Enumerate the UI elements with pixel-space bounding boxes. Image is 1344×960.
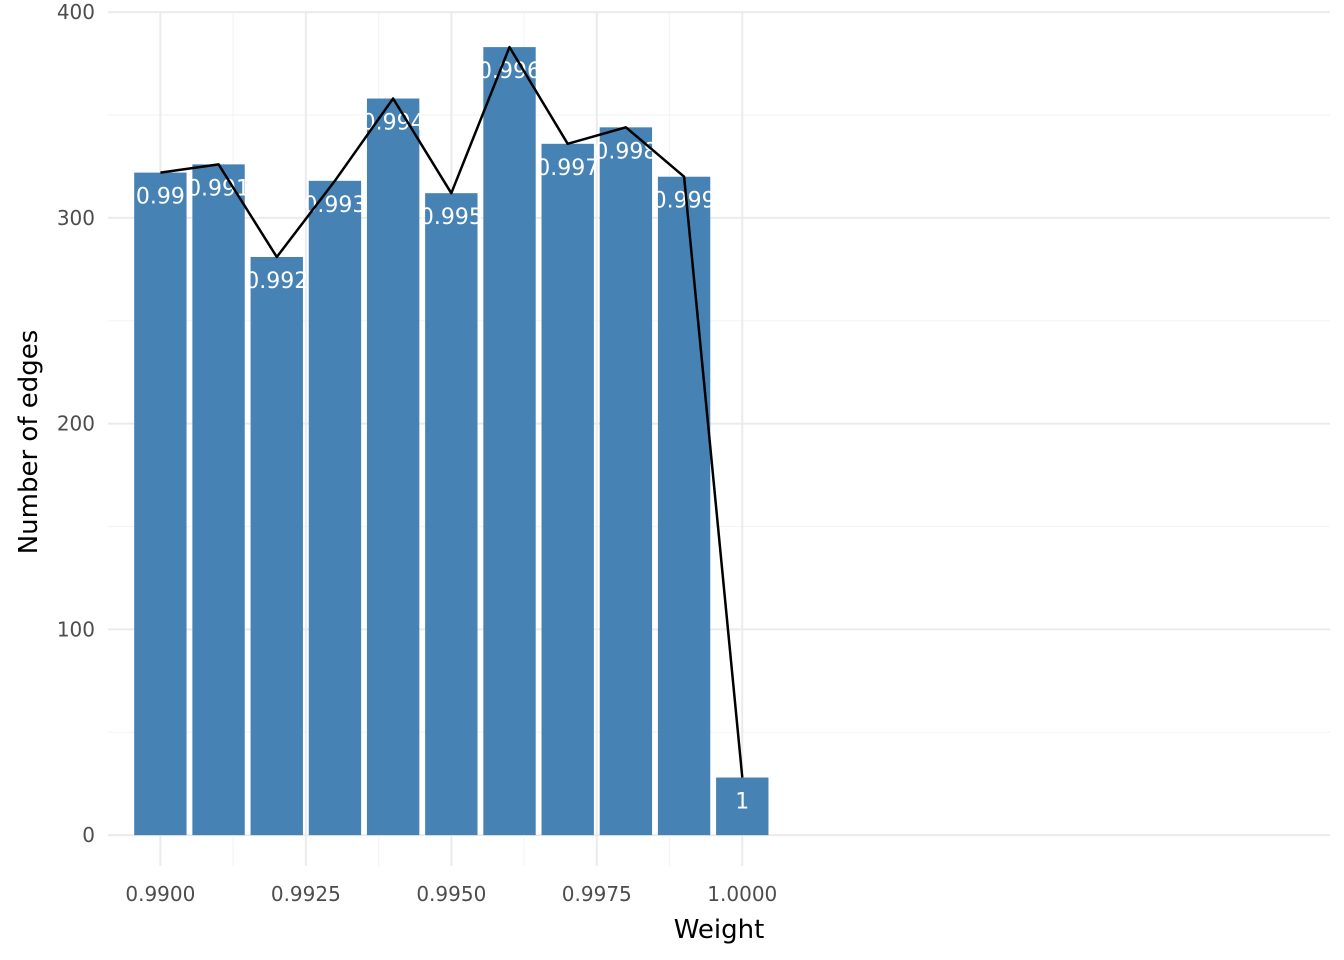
y-tick-label: 100 bbox=[57, 617, 95, 641]
bar bbox=[541, 143, 594, 836]
bar-value-label: 1 bbox=[735, 790, 749, 815]
x-tick-label: 1.0000 bbox=[707, 882, 777, 906]
bar bbox=[599, 127, 653, 836]
x-tick-label: 0.9925 bbox=[271, 882, 341, 906]
bar bbox=[483, 47, 536, 836]
bar bbox=[657, 176, 711, 836]
bar bbox=[134, 172, 187, 836]
y-tick-label: 400 bbox=[57, 0, 95, 24]
y-tick-label: 0 bbox=[82, 823, 95, 847]
y-axis-title: Number of edges bbox=[14, 330, 44, 555]
bar-value-label: 0.993 bbox=[303, 193, 366, 218]
bar-labels: 0.99 0.9910.9920.9930.9940.9950.9960.9970… bbox=[136, 59, 749, 814]
bar-value-label: 0.999 bbox=[653, 189, 716, 214]
bar bbox=[366, 98, 420, 836]
overlay-line bbox=[160, 45, 744, 778]
overlay-line-layer bbox=[160, 45, 744, 778]
bars bbox=[134, 47, 769, 836]
x-axis-ticks: 0.9900 0.9925 0.9950 0.9975 1.0000 bbox=[125, 882, 777, 906]
y-tick-label: 300 bbox=[57, 206, 95, 230]
bar-value-label: 0.992 bbox=[245, 269, 308, 294]
x-tick-label: 0.9975 bbox=[562, 882, 632, 906]
x-tick-label: 0.9950 bbox=[416, 882, 486, 906]
bar-value-label: 0.995 bbox=[420, 205, 483, 230]
bar bbox=[250, 256, 303, 836]
bar bbox=[425, 193, 478, 836]
bar-value-label: 0.99 bbox=[136, 185, 185, 210]
x-axis-title: Weight bbox=[674, 915, 765, 945]
x-tick-label: 0.9900 bbox=[125, 882, 195, 906]
y-tick-label: 200 bbox=[57, 412, 95, 436]
bar bbox=[716, 777, 769, 836]
bar-value-label: 0.996 bbox=[478, 59, 541, 84]
y-axis-ticks: 0 100 200 300 400 bbox=[57, 0, 95, 847]
bar bbox=[308, 180, 362, 836]
bar bbox=[192, 164, 245, 836]
bar-value-label: 0.998 bbox=[594, 139, 657, 164]
bar-value-label: 0.997 bbox=[536, 156, 599, 181]
